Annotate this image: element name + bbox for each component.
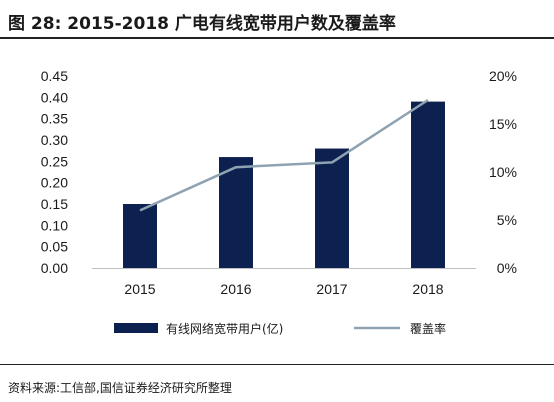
bar <box>123 204 157 268</box>
bar <box>219 157 253 268</box>
left-axis-ticks: 0.00 0.05 0.10 0.15 0.20 0.25 0.30 0.35 0.40 0.45 <box>41 68 68 276</box>
left-tick-label: 0.25 <box>41 153 68 169</box>
x-tick-label: 2016 <box>220 281 251 297</box>
left-tick-label: 0.20 <box>41 175 68 191</box>
bar-series <box>123 101 445 268</box>
x-tick-label: 2017 <box>316 281 347 297</box>
right-tick-label: 10% <box>489 164 517 180</box>
x-axis-ticks: 2015 2016 2017 2018 <box>124 281 443 297</box>
left-tick-label: 0.35 <box>41 111 68 127</box>
bar <box>315 148 349 268</box>
legend-bar-label: 有线网络宽带用户(亿) <box>166 321 283 336</box>
legend-bar-swatch <box>114 323 158 333</box>
source-note: 资料来源:工信部,国信证券经济研究所整理 <box>8 381 232 395</box>
left-tick-label: 0.10 <box>41 217 68 233</box>
left-tick-label: 0.00 <box>41 260 68 276</box>
left-tick-label: 0.15 <box>41 196 68 212</box>
coverage-line <box>139 98 429 212</box>
chart-svg: 0.00 0.05 0.10 0.15 0.20 0.25 0.30 0.35 0.40 0.45… <box>41 68 517 336</box>
left-tick-label: 0.40 <box>41 89 68 105</box>
left-tick-label: 0.30 <box>41 132 68 148</box>
left-tick-label: 0.45 <box>41 68 68 84</box>
title-divider <box>0 37 554 39</box>
legend: 有线网络宽带用户(亿) 覆盖率 <box>114 321 446 336</box>
line-series <box>139 98 429 212</box>
right-axis-ticks: 0% 5% 10% 15% 20% <box>489 68 517 276</box>
x-tick-label: 2015 <box>124 281 155 297</box>
left-tick-label: 0.05 <box>41 239 68 255</box>
bar <box>411 101 445 268</box>
right-tick-label: 15% <box>489 116 517 132</box>
legend-line-label: 覆盖率 <box>410 321 446 336</box>
x-tick-label: 2018 <box>412 281 443 297</box>
right-tick-label: 5% <box>497 212 517 228</box>
figure-title: 图 28: 2015-2018 广电有线宽带用户数及覆盖率 <box>8 14 396 34</box>
right-tick-label: 0% <box>497 260 517 276</box>
right-tick-label: 20% <box>489 68 517 84</box>
source-divider <box>0 364 554 365</box>
